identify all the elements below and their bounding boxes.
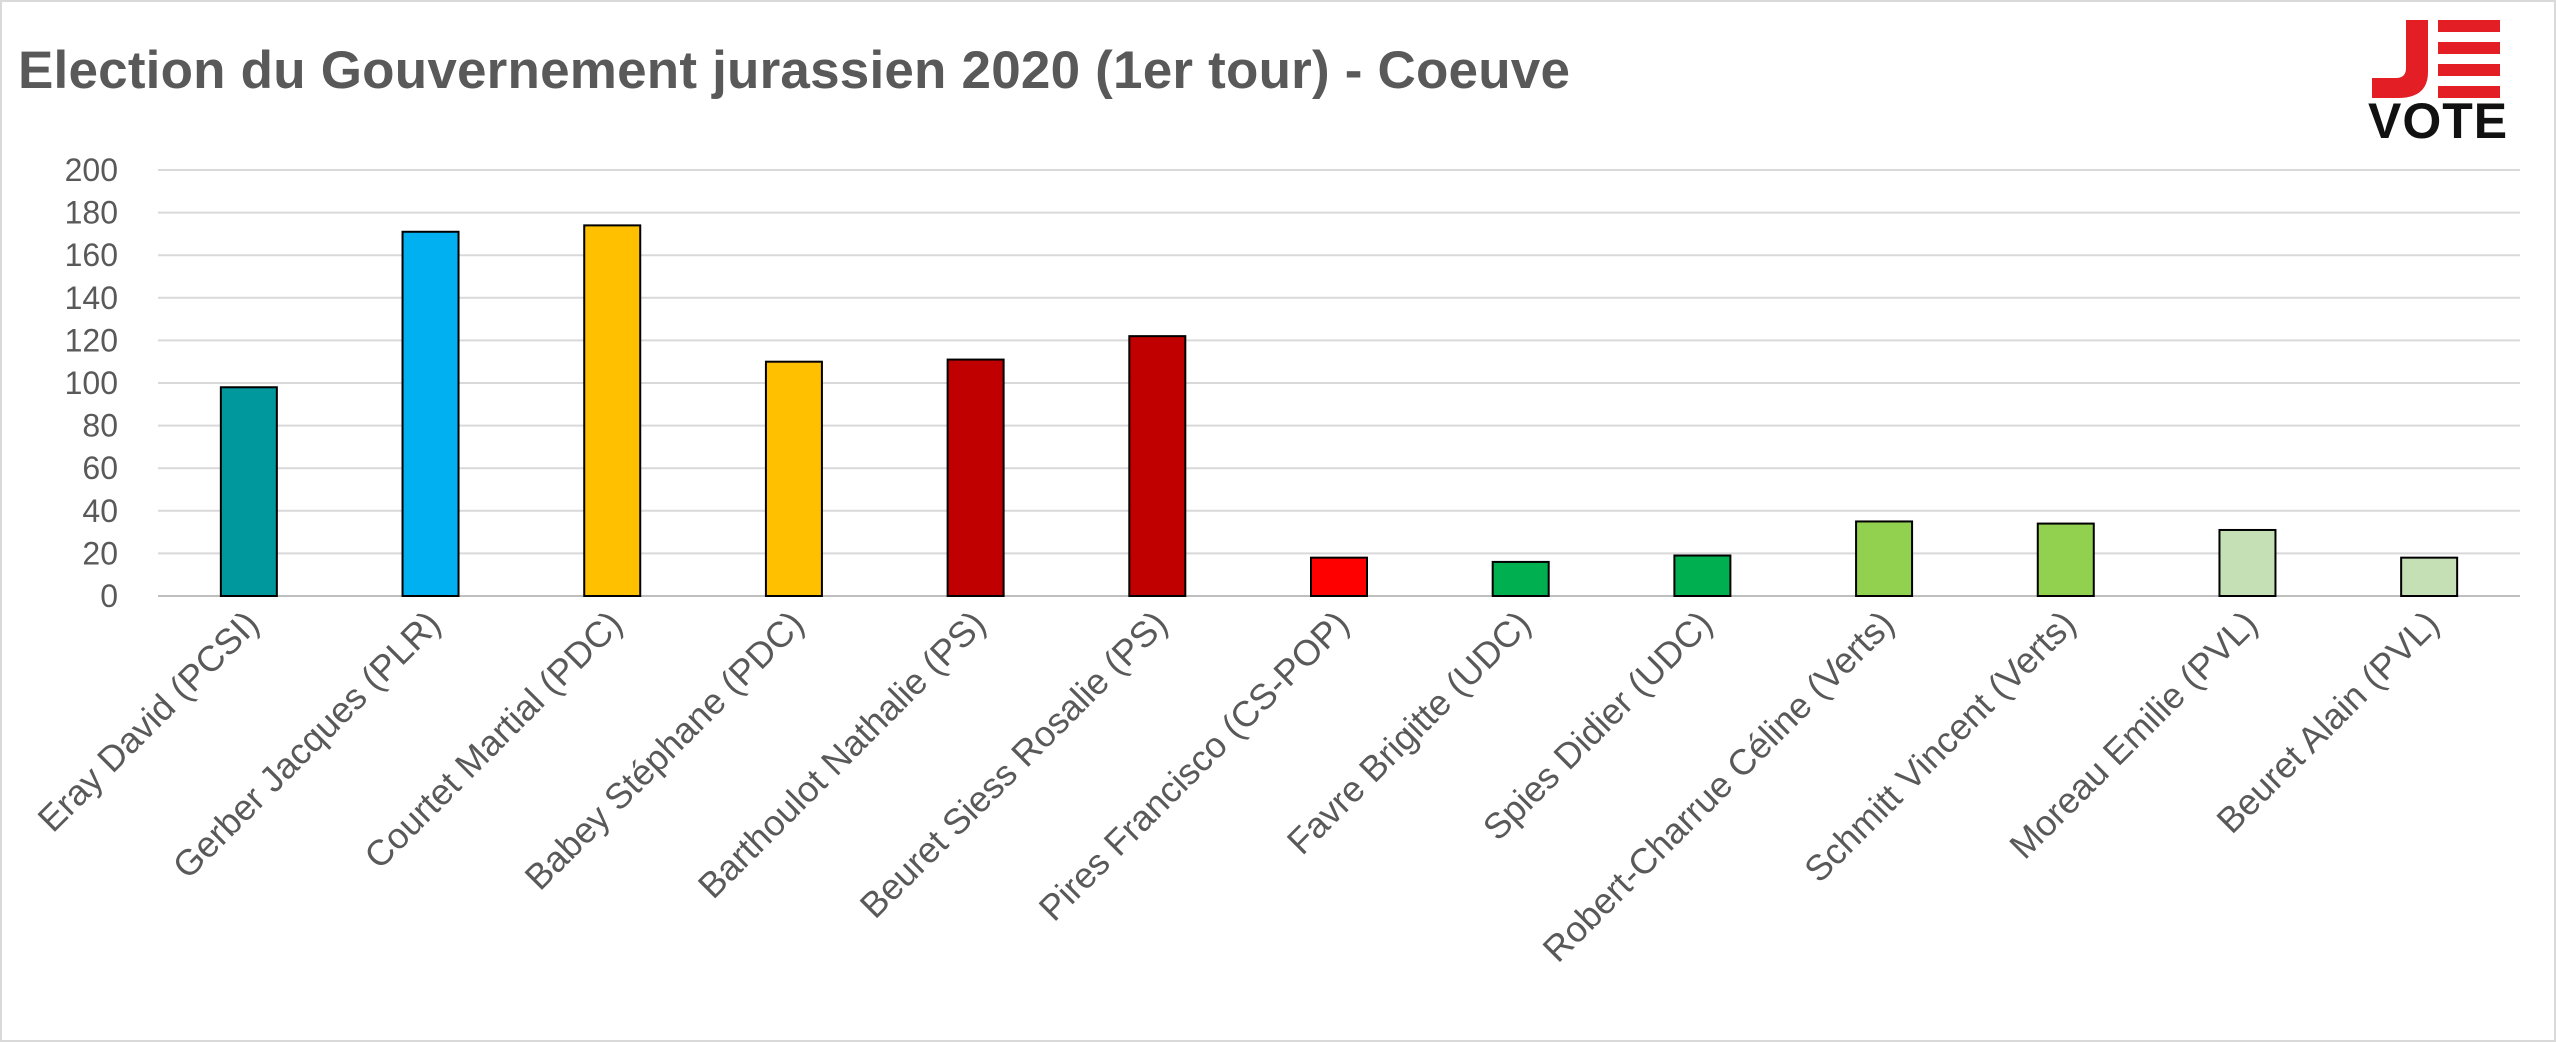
y-tick-label: 20 xyxy=(82,535,118,571)
y-tick-label: 40 xyxy=(82,493,118,529)
logo-vote-text: VOTE xyxy=(2368,93,2509,149)
je-logo-icon xyxy=(2372,20,2500,98)
bar xyxy=(1673,554,1732,598)
bar xyxy=(764,360,823,598)
bar xyxy=(1128,335,1187,597)
grid-lines xyxy=(158,169,2520,597)
y-tick-label: 160 xyxy=(65,237,118,273)
bar xyxy=(219,386,278,598)
bar xyxy=(583,224,642,597)
y-tick-label: 0 xyxy=(100,578,118,614)
chart-title: Election du Gouvernement jurassien 2020 … xyxy=(18,41,1571,100)
bar xyxy=(2400,556,2459,597)
bar xyxy=(1491,560,1550,597)
y-tick-label: 100 xyxy=(65,365,118,401)
x-category-label: Beuret Siess Rosalie (PS) xyxy=(852,603,1175,926)
bars xyxy=(219,224,2459,598)
bar xyxy=(401,230,460,598)
bar xyxy=(1310,556,1368,597)
y-axis-ticks: 0 20 40 60 80 100 120 140 160 180 200 xyxy=(65,152,118,614)
y-tick-label: 60 xyxy=(82,450,118,486)
bar xyxy=(2036,522,2095,598)
bar xyxy=(1855,520,1914,598)
y-tick-label: 180 xyxy=(65,195,118,231)
x-category-label: Robert-Charrue Céline (Verts) xyxy=(1535,603,1902,970)
je-vote-logo: VOTE xyxy=(2362,20,2507,148)
x-axis-labels: Eray David (PCSI)Gerber Jacques (PLR)Cou… xyxy=(30,603,2447,970)
x-category-label: Pires Francisco (CS-POP) xyxy=(1031,603,1357,929)
y-tick-label: 120 xyxy=(65,322,118,358)
y-tick-label: 80 xyxy=(82,408,118,444)
bar xyxy=(946,358,1005,597)
y-tick-label: 140 xyxy=(65,280,118,316)
y-tick-label: 200 xyxy=(65,152,118,188)
x-category-label: Barthoulot Nathalie (PS) xyxy=(690,603,993,906)
bar xyxy=(2218,528,2277,597)
